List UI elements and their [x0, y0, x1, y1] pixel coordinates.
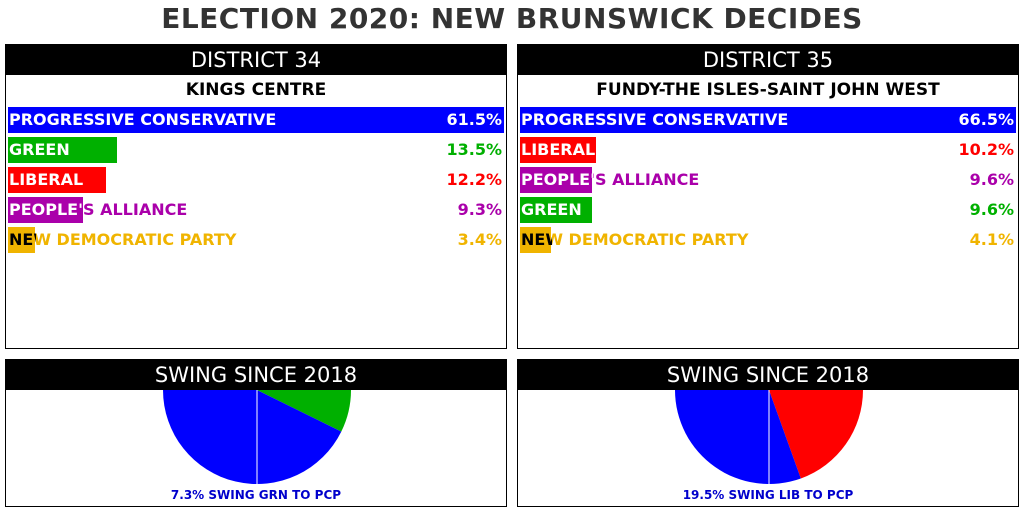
party-label: PEOPLE'S ALLIANCE [9, 200, 188, 219]
result-row: LIBERAL 12.2% LIBERAL [8, 167, 504, 193]
result-bar [520, 137, 596, 163]
result-row: LIBERAL 10.2% LIBERAL [520, 137, 1016, 163]
party-value: 9.6% [969, 170, 1014, 189]
party-label: PROGRESSIVE CONSERVATIVE [521, 110, 789, 129]
result-row: GREEN 9.6% GREEN [520, 197, 1016, 223]
party-label: PEOPLE'S ALLIANCE [521, 170, 700, 189]
party-label-overlay: GREEN [9, 140, 70, 159]
district-panel-34: DISTRICT 34 KINGS CENTRE PROGRESSIVE CON… [5, 44, 507, 349]
party-label: LIBERAL [521, 140, 596, 159]
swing-pie [675, 390, 863, 484]
page-title: ELECTION 2020: NEW BRUNSWICK DECIDES [161, 2, 863, 35]
swing-panel-35: SWING SINCE 2018 19.5% SWING LIB TO PCP [517, 359, 1019, 507]
result-row: PROGRESSIVE CONSERVATIVE 61.5% [8, 107, 504, 133]
result-row: PROGRESSIVE CONSERVATIVE 66.5% [520, 107, 1016, 133]
party-label-overlay: LIBERAL [521, 140, 596, 159]
party-label: NEW DEMOCRATIC PARTY [9, 230, 237, 249]
party-label: NEW DEMOCRATIC PARTY [521, 230, 749, 249]
party-label-overlay: GREEN [521, 200, 582, 219]
result-row: PEOPLE'S ALLIANCE 9.6% PEOPLE'S ALLIANCE [520, 167, 1016, 193]
result-bar [8, 167, 106, 193]
result-row: NEW DEMOCRATIC PARTY 4.1% NEW DEMOCRATIC P… [520, 227, 1016, 253]
result-bar [520, 107, 1016, 133]
result-bar [8, 137, 117, 163]
swing-header: SWING SINCE 2018 [518, 360, 1018, 390]
district-header: DISTRICT 35 [518, 45, 1018, 75]
party-label: PROGRESSIVE CONSERVATIVE [9, 110, 277, 129]
swing-to-wedge [162, 390, 342, 484]
swing-from-wedge [769, 390, 863, 479]
party-value: 9.6% [969, 200, 1014, 219]
result-bar [8, 227, 35, 253]
party-value: 9.3% [457, 200, 502, 219]
party-value: 61.5% [446, 110, 502, 129]
swing-label: 19.5% SWING LIB TO PCP [682, 488, 854, 502]
party-label: LIBERAL [9, 170, 84, 189]
party-value: 4.1% [969, 230, 1014, 249]
result-row: PEOPLE'S ALLIANCE 9.3% PEOPLE'S ALLIANCE [8, 197, 504, 223]
swing-header: SWING SINCE 2018 [6, 360, 506, 390]
party-label: GREEN [521, 200, 582, 219]
result-row: GREEN 13.5% GREEN [8, 137, 504, 163]
district-name: KINGS CENTRE [185, 80, 327, 100]
party-label: GREEN [9, 140, 70, 159]
party-value: 3.4% [457, 230, 502, 249]
party-label-overlay: LIBERAL [9, 170, 84, 189]
party-value: 10.2% [958, 140, 1014, 159]
result-bar [520, 197, 592, 223]
district-panel-35: DISTRICT 35 FUNDY-THE ISLES-SAINT JOHN W… [517, 44, 1019, 349]
district-name: FUNDY-THE ISLES-SAINT JOHN WEST [596, 80, 940, 100]
swing-label: 7.3% SWING GRN TO PCP [170, 488, 342, 502]
result-bar [8, 197, 83, 223]
swing-from-wedge [257, 390, 351, 432]
party-value: 66.5% [958, 110, 1014, 129]
swing-pie [162, 390, 351, 484]
swing-panel-34: SWING SINCE 2018 7.3% SWING GRN TO PCP [5, 359, 507, 507]
party-value: 13.5% [446, 140, 502, 159]
result-bar [8, 107, 504, 133]
district-header: DISTRICT 34 [6, 45, 506, 75]
result-bar [520, 227, 551, 253]
result-row: NEW DEMOCRATIC PARTY 3.4% NEW DEMOCRATIC P… [8, 227, 504, 253]
result-bar [520, 167, 592, 193]
party-value: 12.2% [446, 170, 502, 189]
